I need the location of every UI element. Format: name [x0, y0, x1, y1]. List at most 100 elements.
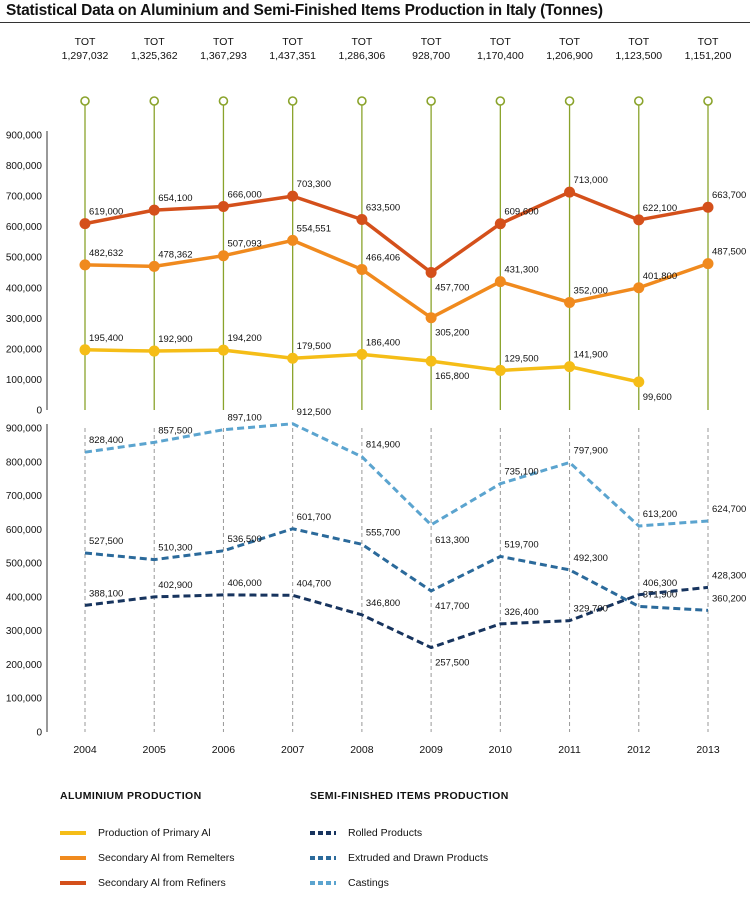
x-tick-label: 2008 [350, 744, 374, 756]
data-point [356, 263, 368, 275]
aluminium-legend-heading: ALUMINIUM PRODUCTION [60, 790, 202, 802]
y-tick-label: 800,000 [6, 457, 43, 468]
data-label: 195,400 [89, 333, 123, 344]
data-label: 613,300 [435, 535, 469, 546]
data-label: 622,100 [643, 203, 677, 214]
total-marker [149, 96, 160, 106]
legend-label: Secondary Al from Refiners [98, 877, 226, 889]
aluminium-legend: ALUMINIUM PRODUCTION Production of Prima… [60, 790, 300, 900]
total-value-label: 1,170,400 [477, 50, 524, 62]
legend-label: Castings [348, 877, 389, 889]
data-label: 428,300 [712, 570, 746, 581]
total-prefix-label: TOT [75, 36, 96, 48]
total-value-label: 1,297,032 [62, 50, 109, 62]
y-tick-label: 800,000 [6, 161, 43, 172]
legend-item-primary-al: Production of Primary Al [60, 827, 211, 839]
total-marker [218, 96, 229, 106]
legend-swatch-solid [60, 856, 86, 860]
data-label: 406,000 [227, 578, 261, 589]
total-prefix-label: TOT [213, 36, 234, 48]
series-line [84, 422, 709, 528]
data-label: 663,700 [712, 190, 746, 201]
y-tick-label: 600,000 [6, 222, 43, 233]
data-label: 179,500 [297, 341, 331, 352]
y-tick-label: 0 [36, 728, 42, 739]
data-point [564, 186, 576, 198]
data-label: 186,400 [366, 337, 400, 348]
data-point [633, 214, 645, 226]
total-marker [703, 96, 713, 106]
total-prefix-label: TOT [490, 36, 511, 48]
data-point [633, 282, 645, 294]
data-label: 406,300 [643, 578, 677, 589]
x-tick-label: 2012 [627, 744, 651, 756]
data-point [425, 267, 437, 278]
legend-swatch-dashed [310, 881, 336, 885]
series-line [84, 190, 709, 275]
data-label: 466,406 [366, 252, 400, 263]
data-label: 666,000 [227, 190, 261, 201]
legend-item-remelters: Secondary Al from Remelters [60, 852, 235, 864]
total-prefix-label: TOT [282, 36, 303, 48]
y-tick-label: 0 [36, 406, 42, 417]
production-chart: 900,000 800,000 700,000 600,000 500,000 400,0… [6, 36, 747, 756]
data-point [148, 260, 160, 272]
legend-item-rolled: Rolled Products [310, 827, 422, 839]
series-line [84, 527, 709, 612]
data-label: 401,800 [643, 271, 677, 282]
data-label: 371,900 [643, 589, 677, 600]
data-label: 129,500 [504, 353, 538, 364]
data-point [148, 204, 160, 216]
data-point [494, 218, 506, 230]
series-line [84, 238, 709, 320]
data-label: 402,900 [158, 580, 192, 591]
legend-swatch-solid [60, 881, 86, 885]
data-label: 326,400 [504, 607, 538, 618]
y-tick-label: 300,000 [6, 626, 43, 637]
data-label: 492,300 [574, 553, 608, 564]
total-marker [495, 96, 506, 106]
data-point [702, 201, 714, 213]
data-label: 654,100 [158, 193, 192, 204]
x-tick-label: 2010 [489, 744, 513, 756]
data-label: 713,000 [574, 175, 608, 186]
data-point [356, 213, 368, 225]
y-tick-label: 900,000 [6, 131, 43, 142]
total-prefix-label: TOT [421, 36, 442, 48]
total-marker [564, 96, 575, 106]
data-label: 417,700 [435, 601, 469, 612]
data-point [287, 190, 299, 202]
data-point [79, 344, 91, 356]
data-label: 797,900 [574, 445, 608, 456]
data-point [217, 250, 229, 262]
data-label: 305,200 [435, 328, 469, 339]
y-tick-label: 600,000 [6, 525, 43, 536]
data-label: 633,500 [366, 202, 400, 213]
data-label: 912,500 [297, 407, 331, 418]
data-point [425, 312, 437, 324]
data-point [633, 376, 645, 388]
data-label: 735,100 [504, 467, 538, 478]
total-value-label: 1,123,500 [615, 50, 662, 62]
legend-label: Secondary Al from Remelters [98, 852, 235, 864]
data-label: 352,000 [574, 285, 608, 296]
data-label: 897,100 [227, 413, 261, 424]
legend-item-extruded: Extruded and Drawn Products [310, 852, 488, 864]
total-prefix-label: TOT [351, 36, 372, 48]
data-label: 828,400 [89, 435, 123, 446]
data-label: 478,362 [158, 249, 192, 260]
x-tick-label: 2009 [419, 744, 443, 756]
data-label: 519,700 [504, 539, 538, 550]
y-tick-label: 500,000 [6, 253, 43, 264]
x-tick-label: 2005 [143, 744, 167, 756]
total-prefix-label: TOT [559, 36, 580, 48]
total-value-label: 1,151,200 [685, 50, 732, 62]
total-prefix-label: TOT [698, 36, 719, 48]
total-prefix-label: TOT [628, 36, 649, 48]
data-point [356, 348, 368, 360]
y-tick-label: 700,000 [6, 192, 43, 203]
legend-label: Rolled Products [348, 827, 423, 839]
data-label: 555,700 [366, 527, 400, 538]
data-label: 703,300 [297, 179, 331, 190]
x-tick-label: 2007 [281, 744, 305, 756]
